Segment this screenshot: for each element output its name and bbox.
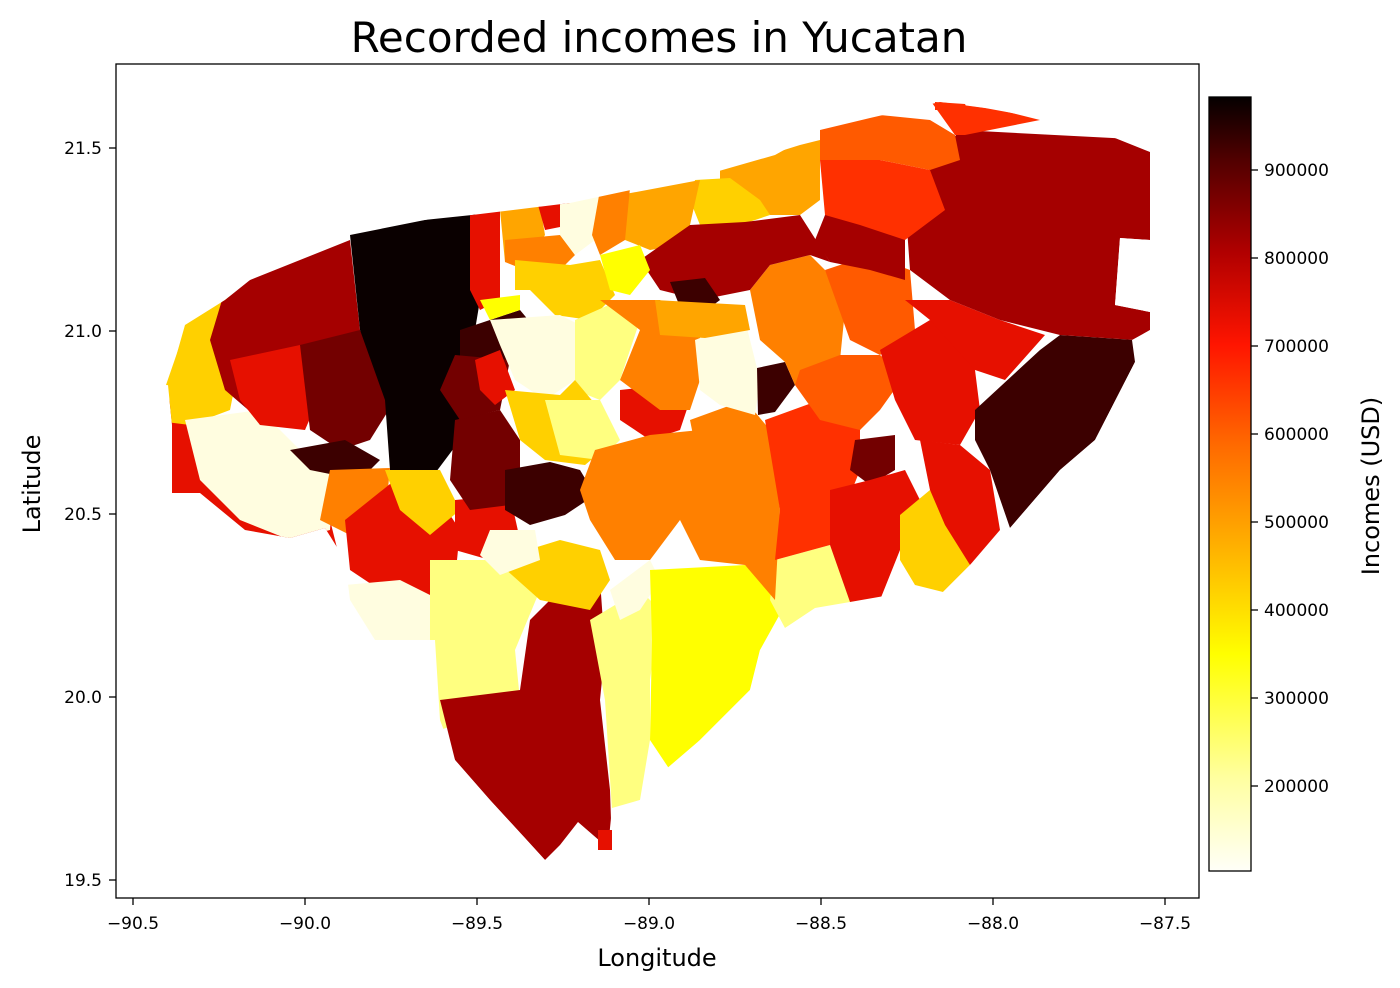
colorbar-gradient — [1208, 96, 1252, 872]
colorbar-tick-label: 800000 — [1264, 249, 1329, 269]
map-region — [757, 362, 795, 415]
colorbar: 200000 300000 400000 500000 600000 70000… — [1208, 96, 1385, 872]
map-region — [545, 400, 620, 460]
map-region — [592, 188, 630, 255]
map-region — [480, 530, 540, 575]
x-tick-label: −89.5 — [451, 914, 503, 934]
x-tick-label: −89.0 — [623, 914, 675, 934]
map-region — [430, 560, 540, 730]
map-region — [560, 195, 600, 255]
map-region — [450, 410, 520, 510]
colorbar-tick-label: 500000 — [1264, 513, 1329, 533]
map-region — [470, 208, 500, 310]
y-tick-label: 21.5 — [64, 139, 102, 159]
x-axis-label: Longitude — [597, 944, 716, 972]
map-region — [600, 245, 650, 295]
map-region — [975, 335, 1135, 528]
map-axes-frame — [115, 63, 1200, 899]
coastal-strip — [166, 328, 190, 386]
x-tick-label: −90.0 — [279, 914, 331, 934]
map-region — [490, 315, 590, 400]
colorbar-tick-label: 600000 — [1264, 425, 1329, 445]
map-region — [505, 462, 595, 525]
map-region — [750, 255, 845, 385]
map-region — [825, 255, 915, 355]
y-tick-label: 20.5 — [64, 505, 102, 525]
map-region — [830, 470, 920, 602]
map-region — [720, 140, 820, 215]
map-region — [820, 160, 945, 240]
colorbar-tick-label: 200000 — [1264, 777, 1329, 797]
map-region — [795, 355, 905, 430]
colorbar-label: Incomes (USD) — [1357, 397, 1385, 575]
map-region — [640, 215, 830, 300]
map-region — [385, 470, 460, 535]
colorbar-tick-label: 300000 — [1264, 689, 1329, 709]
map-region — [900, 490, 970, 592]
x-axis: −90.5 −90.0 −89.5 −89.0 −88.5 −88.0 −87.… — [107, 898, 1191, 934]
map-region — [695, 320, 760, 415]
map-region — [905, 300, 1045, 380]
x-tick-label: −87.5 — [1139, 914, 1191, 934]
map-region — [820, 115, 960, 170]
y-tick-label: 20.0 — [64, 688, 102, 708]
y-tick-label: 19.5 — [64, 871, 102, 891]
map-region — [920, 440, 1000, 565]
yucatan-map — [168, 102, 1150, 860]
y-axis-label: Latitude — [18, 435, 46, 534]
map-region — [650, 565, 785, 770]
map-region — [515, 260, 615, 320]
colorbar-tick-label: 900000 — [1264, 161, 1329, 181]
map-region — [610, 560, 660, 620]
map-region — [655, 300, 750, 338]
y-axis: 19.5 20.0 20.5 21.0 21.5 — [64, 139, 116, 891]
colorbar-tick-label: 400000 — [1264, 601, 1329, 621]
y-tick-label: 21.0 — [64, 322, 102, 342]
colorbar-tick-label: 700000 — [1264, 337, 1329, 357]
chart-title: Recorded incomes in Yucatan — [351, 13, 968, 62]
map-region — [580, 430, 720, 560]
map-region — [480, 295, 520, 320]
map-region — [440, 580, 612, 860]
map-region — [680, 400, 780, 600]
map-region — [880, 320, 980, 445]
x-tick-label: −88.5 — [795, 914, 847, 934]
map-region — [590, 590, 660, 810]
map-region — [850, 435, 895, 485]
map-region — [690, 178, 770, 225]
map-region — [905, 130, 1150, 340]
coastal-strip — [598, 830, 612, 850]
map-region — [575, 300, 640, 400]
map-region — [345, 580, 440, 645]
coastal-strip — [935, 102, 968, 110]
map-region — [230, 345, 320, 430]
x-tick-label: −90.5 — [107, 914, 159, 934]
map-region — [475, 350, 515, 405]
x-tick-label: −88.0 — [967, 914, 1019, 934]
map-region — [350, 210, 480, 480]
map-region — [185, 410, 335, 540]
